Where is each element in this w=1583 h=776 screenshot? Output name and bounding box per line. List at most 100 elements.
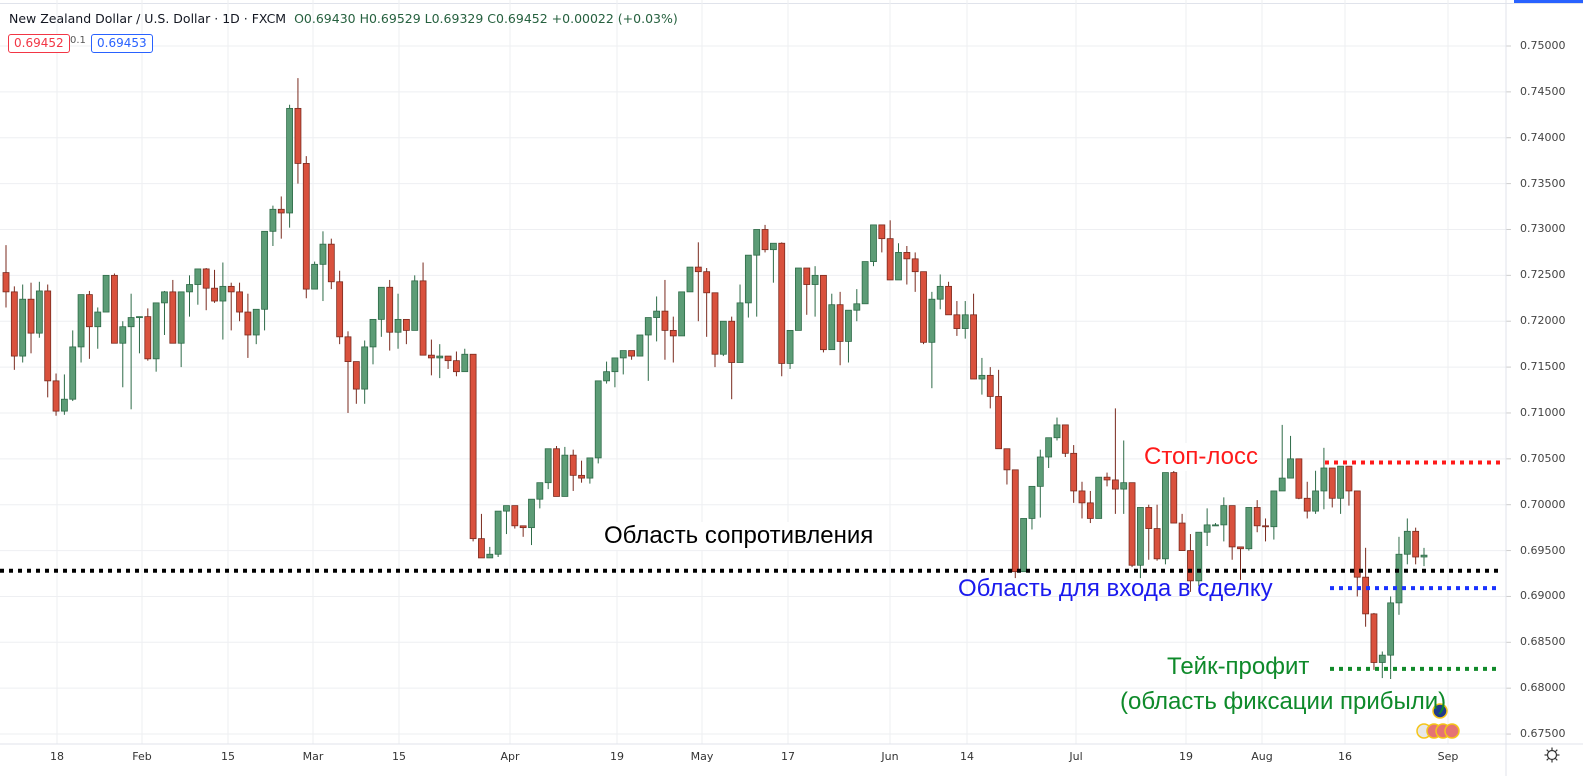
candle [761, 224, 769, 253]
candle [469, 353, 477, 542]
price-tick-label: 0.72500 [1520, 268, 1566, 282]
candle [1086, 490, 1094, 524]
price-tick-label: 0.70000 [1520, 497, 1566, 511]
candle [1036, 449, 1044, 518]
candle [252, 308, 260, 345]
candle [336, 270, 344, 345]
candle [603, 361, 610, 384]
candle [1178, 513, 1186, 551]
candle [261, 230, 268, 331]
candle [578, 460, 585, 483]
time-tick-label: 14 [960, 750, 974, 763]
candle [211, 269, 218, 303]
candle [478, 513, 485, 559]
candle [327, 238, 335, 290]
buy-price-button[interactable]: 0.69453 [91, 34, 153, 53]
candle [1003, 448, 1011, 485]
economic-events-markers [1416, 703, 1460, 739]
candle [778, 242, 786, 377]
candle [152, 302, 160, 372]
candle [536, 482, 544, 509]
candle [1070, 445, 1078, 503]
candle [1312, 470, 1319, 514]
candle [1387, 596, 1395, 680]
time-tick-label: Jul [1069, 750, 1083, 763]
candle [786, 329, 794, 369]
time-tick-label: 15 [221, 750, 235, 763]
candle [419, 262, 427, 356]
candle [377, 286, 385, 337]
candle [1395, 536, 1403, 615]
candle [836, 291, 844, 366]
candle [845, 309, 852, 363]
candle [744, 254, 752, 318]
candle [1237, 546, 1244, 580]
candle [1061, 424, 1069, 457]
candle [970, 293, 977, 380]
candle [286, 104, 294, 228]
active-tab-indicator[interactable] [1514, 0, 1583, 3]
candlesticks [2, 78, 1428, 680]
candle [136, 316, 143, 354]
price-tick-label: 0.75000 [1520, 39, 1566, 52]
candle [1153, 504, 1161, 561]
candle [277, 196, 285, 239]
candle [870, 224, 877, 267]
candle [736, 284, 744, 363]
candle [686, 266, 694, 293]
candle [1137, 507, 1144, 579]
time-tick-label: 16 [1338, 750, 1352, 763]
candle [594, 380, 602, 464]
price-tick-label: 0.73500 [1520, 176, 1566, 190]
gear-icon[interactable] [1543, 746, 1561, 764]
candle [803, 267, 811, 315]
candle [928, 291, 936, 389]
time-tick-label: Aug [1251, 750, 1273, 763]
symbol-legend[interactable]: New Zealand Dollar / U.S. Dollar · 1D · … [9, 11, 678, 26]
candle [1345, 465, 1353, 506]
candle [1303, 481, 1311, 519]
candle [511, 505, 519, 529]
candle [111, 273, 118, 344]
candle [244, 293, 252, 358]
candle [1278, 424, 1286, 492]
candle [27, 282, 35, 354]
candle [161, 290, 168, 335]
price-tick-label: 0.71500 [1520, 360, 1566, 374]
candle [1328, 467, 1336, 508]
candle [102, 274, 110, 313]
price-tick-label: 0.74000 [1520, 130, 1566, 144]
candle [769, 242, 777, 283]
candle [1162, 472, 1169, 565]
price-tick-label: 0.68000 [1520, 681, 1566, 695]
candle [1203, 508, 1211, 546]
candle [828, 293, 836, 351]
candle [94, 307, 102, 349]
candle [2, 245, 10, 308]
candle [995, 369, 1002, 450]
candle [186, 275, 193, 317]
resistance-label: Область сопротивления [598, 522, 880, 550]
candle [269, 205, 277, 246]
candle [886, 220, 894, 281]
candle [553, 445, 560, 497]
nzd-event-icon[interactable] [1432, 703, 1448, 719]
candle [86, 290, 93, 359]
candle [169, 279, 177, 344]
price-tick-label: 0.69000 [1520, 589, 1566, 603]
grid-lines [0, 0, 1511, 744]
candle [1378, 651, 1386, 679]
top-toolbar-strip [0, 0, 1583, 4]
stop-loss-label: Стоп-лосс [1144, 443, 1259, 471]
candle [386, 279, 394, 351]
usd-event-icon[interactable] [1444, 723, 1460, 739]
candle [903, 245, 911, 285]
candle [961, 301, 969, 339]
time-tick-label: 15 [392, 750, 406, 763]
sell-price-button[interactable]: 0.69452 [8, 34, 70, 53]
candle [820, 274, 827, 353]
candle [453, 351, 460, 377]
candle [861, 261, 869, 305]
candle [361, 340, 369, 404]
